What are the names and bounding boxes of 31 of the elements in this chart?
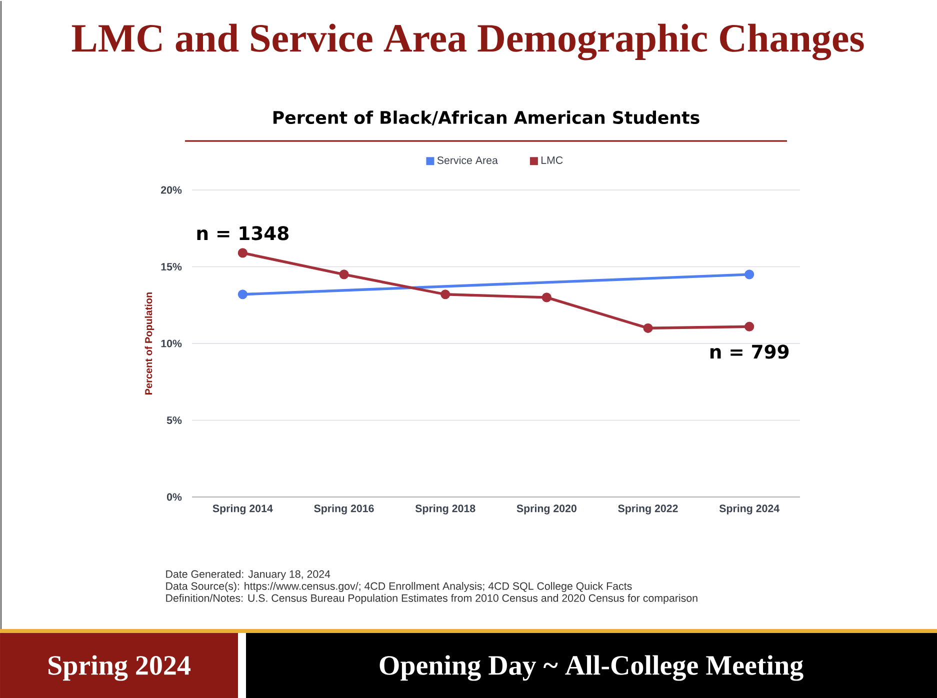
chart-subtitle: Percent of Black/African American Students [273,110,700,126]
legend-label: LMC [541,156,563,164]
annotation: n = 1348 [197,226,288,240]
point [744,322,754,332]
text: Spring 2024 [48,655,190,681]
x-tick-label: Spring 2018 [415,504,476,514]
y-tick-label: 20% [160,186,182,194]
chart-title: LMC and Service Area Demographic Changes [72,24,864,60]
y-tick-label: 15% [161,262,182,271]
x-tick-label: Spring 2014 [212,504,273,514]
text: Definition/Notes: U.S. Census Bureau Population Estimates from 2010 Census and 2020 Census for comparison [166,594,698,604]
text: Date Generated: January 18, 2024 [166,570,330,580]
point [643,323,653,333]
legend-label: Service Area [437,156,498,164]
text: Opening Day ~ All-College Meeting [380,655,804,681]
point [339,270,349,280]
x-tick-label: Spring 2024 [719,504,780,514]
source-note: Data Source(s): https://www.census.gov/; 4CD Enrollment Analysis; 4CD SQL College Quick Facts [166,582,632,592]
annotation: n = 799 [710,344,789,359]
y-tick-label: 0% [166,493,182,501]
point [440,290,450,300]
y-axis-title: Percent of Population [144,292,154,394]
y-tick-label: 10% [161,340,182,348]
y-tick-label: 5% [166,416,182,424]
x-tick-label: Spring 2016 [314,504,374,514]
point [238,290,248,300]
point [542,292,552,302]
x-tick-label: Spring 2020 [516,504,576,514]
point [238,248,248,258]
point [744,270,754,280]
x-tick-label: Spring 2022 [618,504,678,514]
